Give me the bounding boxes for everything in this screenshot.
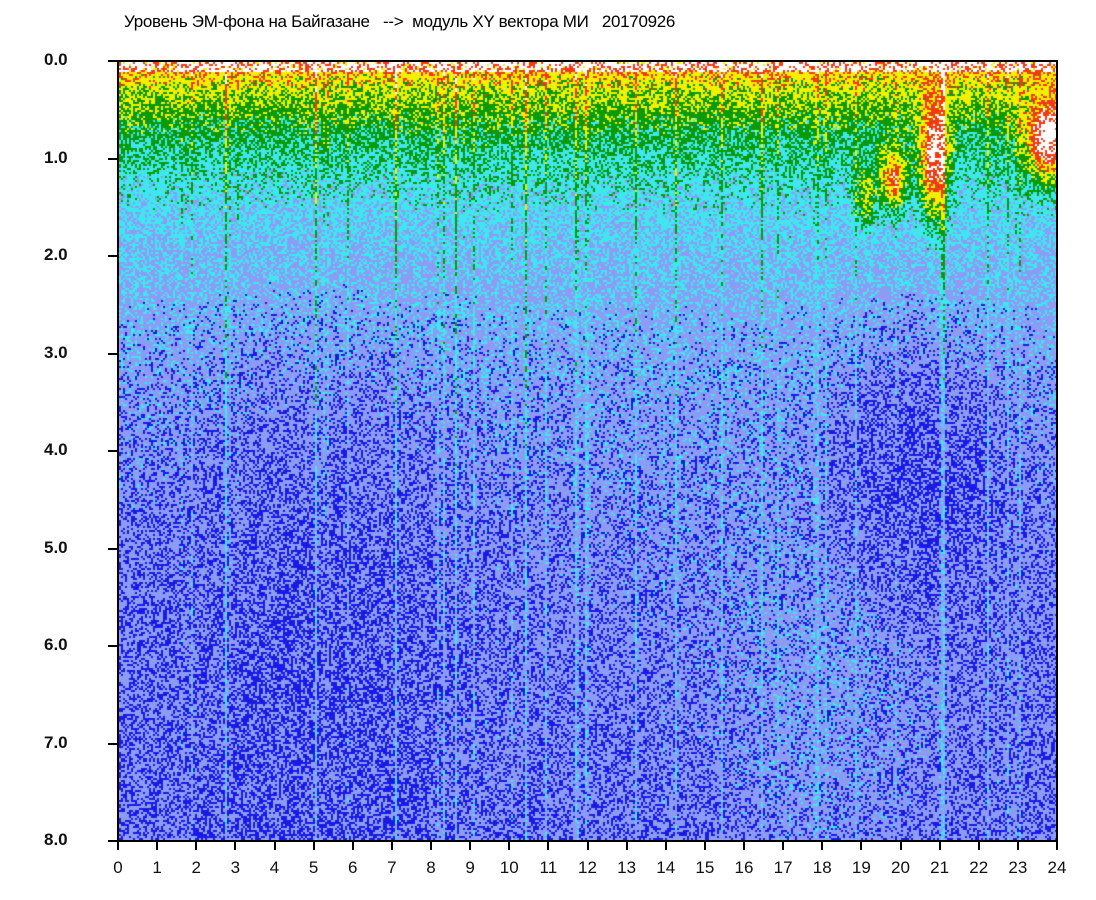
x-tick-label: 3	[230, 858, 241, 877]
x-tick-label: 19	[851, 858, 871, 877]
heatmap-canvas	[119, 62, 1056, 840]
x-tick-label: 24	[1047, 858, 1067, 877]
x-tick-label: 17	[773, 858, 793, 877]
x-tick	[273, 842, 276, 850]
x-tick	[703, 842, 706, 850]
x-tick	[469, 842, 472, 850]
x-tick-label: 12	[578, 858, 597, 877]
x-tick-label: 8	[426, 858, 436, 877]
x-tick	[117, 842, 119, 850]
y-tick	[108, 60, 117, 62]
x-tick-label: 20	[891, 858, 910, 877]
x-tick	[821, 842, 824, 850]
x-tick-label: 15	[695, 858, 715, 877]
x-tick-label: 0	[113, 858, 123, 877]
x-tick-label: 4	[269, 858, 280, 877]
x-tick-label: 11	[539, 858, 558, 877]
x-tick	[234, 842, 237, 850]
x-tick	[625, 842, 628, 850]
y-tick-label: 0.0	[44, 50, 68, 69]
x-tick	[195, 842, 198, 850]
x-tick-label: 21	[930, 858, 950, 877]
y-tick-label: 5.0	[44, 537, 68, 557]
x-tick-label: 16	[734, 858, 754, 877]
x-tick-label: 1	[152, 858, 162, 877]
x-tick-label: 7	[387, 858, 397, 877]
x-tick	[508, 842, 511, 850]
x-tick	[977, 842, 980, 850]
x-tick-label: 18	[812, 858, 832, 877]
x-tick-label: 9	[465, 858, 475, 877]
x-tick	[586, 842, 589, 850]
y-tick	[108, 645, 117, 647]
y-tick-label: 7.0	[44, 732, 68, 752]
x-tick-label: 14	[656, 858, 676, 877]
x-tick	[860, 842, 863, 850]
x-tick	[899, 842, 902, 850]
x-tick-label: 6	[348, 858, 358, 877]
y-tick	[108, 840, 117, 842]
x-tick	[938, 842, 941, 850]
y-tick-label: 3.0	[44, 342, 68, 362]
y-tick	[108, 742, 117, 745]
x-tick-label: 22	[969, 858, 989, 877]
y-tick	[108, 255, 117, 257]
x-tick-label: 13	[617, 858, 637, 877]
plot-frame	[117, 60, 1058, 842]
x-tick	[743, 842, 745, 850]
x-tick	[430, 842, 432, 850]
chart-title: Уровень ЭМ-фона на Байгазане --> модуль …	[124, 12, 676, 31]
x-tick	[1016, 842, 1019, 850]
x-tick	[782, 842, 785, 850]
y-tick	[108, 157, 117, 160]
x-tick	[390, 842, 393, 850]
y-tick-label: 4.0	[44, 440, 68, 459]
x-tick-label: 2	[191, 858, 201, 877]
y-tick-label: 1.0	[44, 147, 68, 167]
x-tick-label: 23	[1008, 858, 1028, 877]
x-tick	[351, 842, 354, 850]
x-tick	[312, 842, 315, 850]
y-tick	[108, 547, 117, 550]
y-tick-label: 2.0	[44, 245, 68, 264]
x-tick-label: 10	[499, 858, 519, 877]
x-tick	[1056, 842, 1058, 850]
x-tick-label: 5	[308, 858, 319, 877]
y-tick	[108, 352, 117, 355]
x-tick	[156, 842, 159, 850]
y-tick	[108, 450, 117, 452]
x-tick	[664, 842, 667, 850]
y-tick-label: 6.0	[44, 635, 68, 654]
y-tick-label: 8.0	[44, 830, 68, 849]
x-tick	[547, 842, 550, 850]
